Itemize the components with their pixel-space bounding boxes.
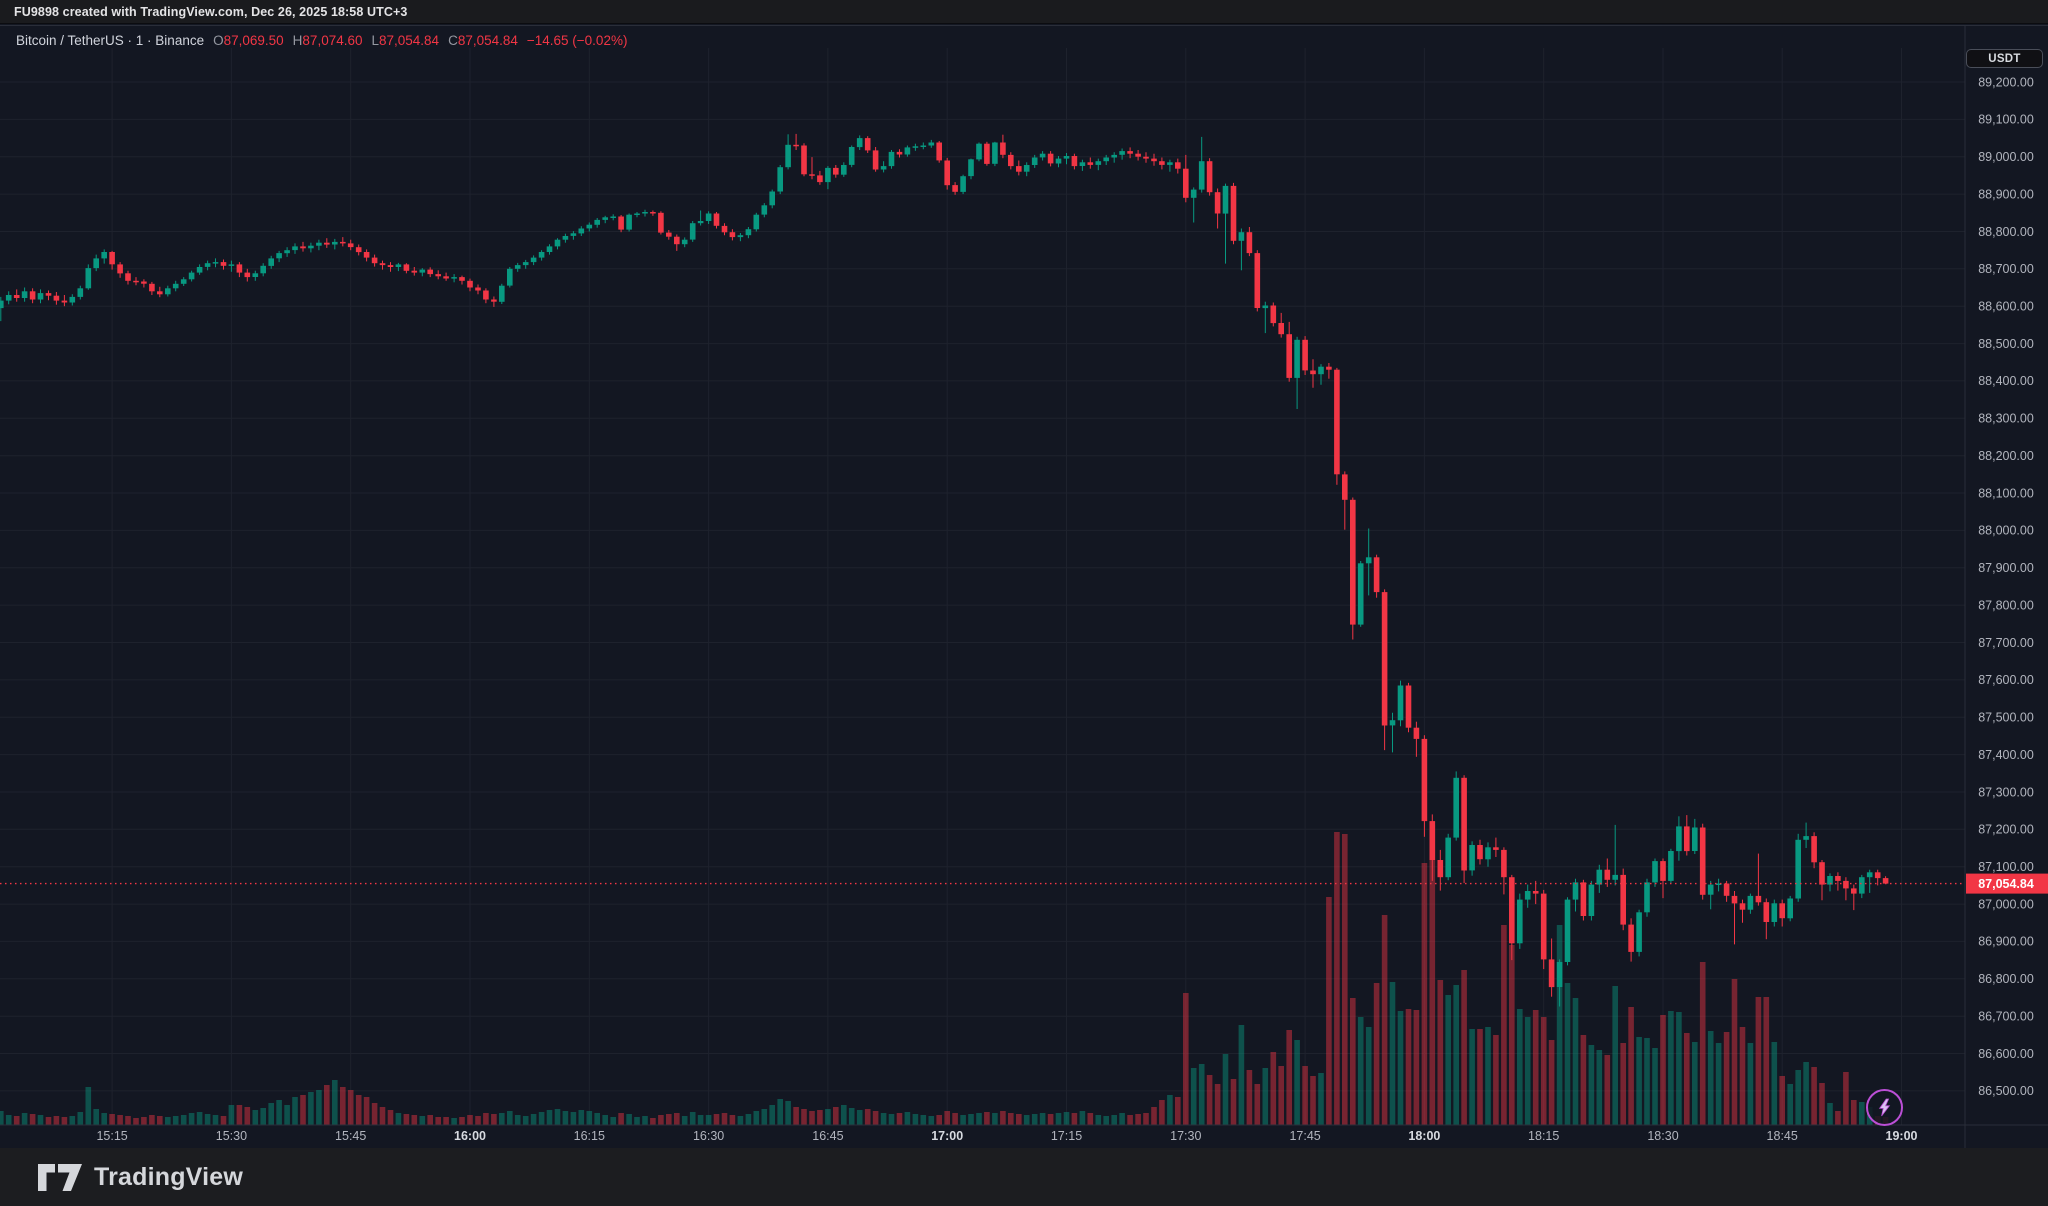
svg-text:18:45: 18:45 [1767,1129,1798,1143]
svg-text:88,200.00: 88,200.00 [1978,449,2034,463]
svg-text:88,400.00: 88,400.00 [1978,374,2034,388]
svg-text:16:00: 16:00 [454,1129,486,1143]
svg-text:18:15: 18:15 [1528,1129,1559,1143]
symbol-header: Bitcoin / TetherUS · 1 · Binance O87,069… [16,29,627,51]
svg-text:18:30: 18:30 [1647,1129,1678,1143]
svg-text:86,900.00: 86,900.00 [1978,935,2034,949]
svg-text:17:45: 17:45 [1289,1129,1320,1143]
ohlc-high: H87,074.60 [292,32,363,48]
chart-widget: Bitcoin / TetherUS · 1 · Binance O87,069… [0,24,2048,1150]
attribution-bar: FU9898 created with TradingView.com, Dec… [0,0,2048,24]
candlestick-chart[interactable]: 89,200.00 89,100.00 89,000.00 88,900.00 88,8… [0,24,2048,1155]
svg-text:88,100.00: 88,100.00 [1978,486,2034,500]
svg-text:87,200.00: 87,200.00 [1978,823,2034,837]
symbol-title: Bitcoin / TetherUS · 1 · Binance [16,32,205,48]
svg-text:16:30: 16:30 [693,1129,724,1143]
svg-text:16:45: 16:45 [812,1129,843,1143]
svg-text:88,300.00: 88,300.00 [1978,412,2034,426]
attribution-text: FU9898 created with TradingView.com, Dec… [14,4,408,19]
ohlc-low: L87,054.84 [371,32,440,48]
ohlc-open: O87,069.50 [213,32,284,48]
svg-text:88,900.00: 88,900.00 [1978,187,2034,201]
svg-text:18:00: 18:00 [1408,1129,1440,1143]
svg-text:89,100.00: 89,100.00 [1978,113,2034,127]
svg-text:86,600.00: 86,600.00 [1978,1047,2034,1061]
currency-toggle-button[interactable]: USDT [1966,49,2043,68]
svg-text:87,400.00: 87,400.00 [1978,748,2034,762]
svg-text:15:30: 15:30 [216,1129,247,1143]
svg-text:86,700.00: 86,700.00 [1978,1010,2034,1024]
tradingview-logo-icon [38,1163,82,1191]
svg-text:88,500.00: 88,500.00 [1978,337,2034,351]
svg-text:88,800.00: 88,800.00 [1978,225,2034,239]
bottom-bar: TradingView [0,1148,2048,1206]
svg-text:87,600.00: 87,600.00 [1978,673,2034,687]
lightning-icon [1878,1098,1891,1117]
svg-text:19:00: 19:00 [1886,1129,1918,1143]
svg-text:88,700.00: 88,700.00 [1978,262,2034,276]
svg-text:15:15: 15:15 [96,1129,127,1143]
svg-text:16:15: 16:15 [574,1129,605,1143]
svg-text:89,000.00: 89,000.00 [1978,150,2034,164]
svg-text:88,600.00: 88,600.00 [1978,300,2034,314]
tradingview-logo[interactable]: TradingView [38,1163,243,1192]
svg-text:87,700.00: 87,700.00 [1978,636,2034,650]
svg-text:17:00: 17:00 [931,1129,963,1143]
tradingview-logo-text: TradingView [94,1162,244,1191]
ohlc-close: C87,054.84 [448,32,518,48]
svg-text:86,800.00: 86,800.00 [1978,972,2034,986]
svg-text:87,900.00: 87,900.00 [1978,561,2034,575]
lightning-trade-button[interactable] [1866,1089,1903,1126]
price-change: −14.65 (−0.02%) [526,32,628,48]
svg-text:87,100.00: 87,100.00 [1978,860,2034,874]
svg-text:17:15: 17:15 [1051,1129,1082,1143]
svg-text:87,000.00: 87,000.00 [1978,897,2034,911]
svg-text:87,054.84: 87,054.84 [1978,877,2034,891]
svg-text:86,500.00: 86,500.00 [1978,1084,2034,1098]
svg-text:88,000.00: 88,000.00 [1978,524,2034,538]
svg-text:89,200.00: 89,200.00 [1978,75,2034,89]
svg-text:15:45: 15:45 [335,1129,366,1143]
svg-text:87,300.00: 87,300.00 [1978,785,2034,799]
svg-text:17:30: 17:30 [1170,1129,1201,1143]
svg-text:87,800.00: 87,800.00 [1978,598,2034,612]
svg-text:87,500.00: 87,500.00 [1978,711,2034,725]
